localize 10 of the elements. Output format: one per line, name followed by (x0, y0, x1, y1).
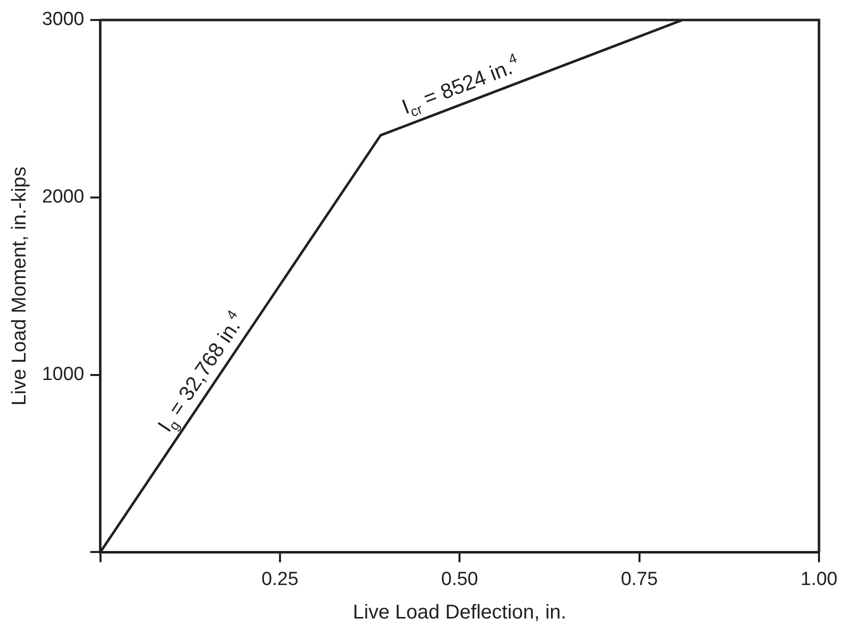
y-tick-label: 2000 (42, 186, 84, 208)
x-tick-label: 0.25 (261, 568, 298, 590)
y-tick-label: 3000 (42, 9, 84, 30)
x-tick-label: 1.00 (800, 568, 838, 590)
x-tick-label: 0.50 (441, 568, 478, 590)
x-tick-label: 0.75 (620, 568, 658, 590)
x-axis-title: Live Load Deflection, in. (352, 602, 566, 624)
y-axis-title: Live Load Moment, in.-kips (8, 166, 31, 406)
annotation: Icr = 8524 in.4 (398, 50, 520, 120)
y-tick-label: 1000 (42, 364, 84, 386)
